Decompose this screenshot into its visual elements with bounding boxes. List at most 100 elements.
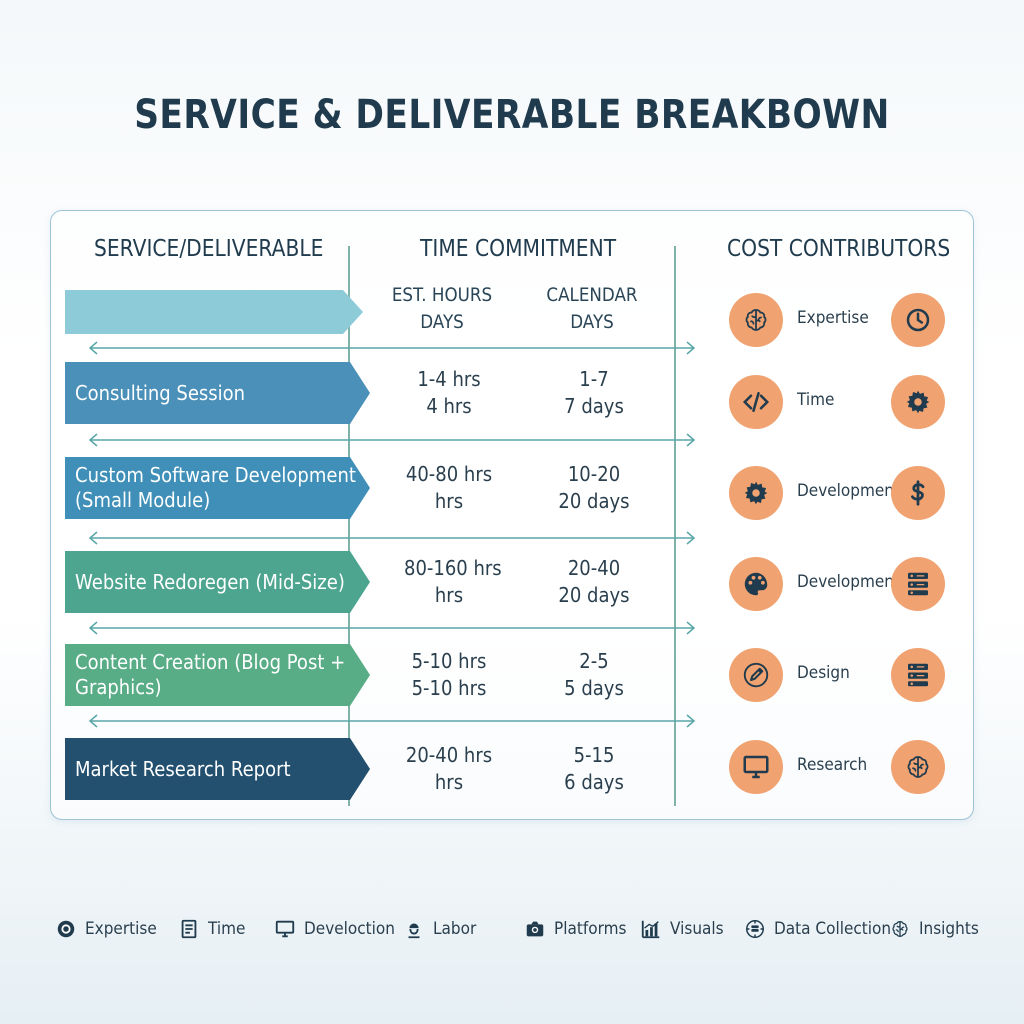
- gear-icon: [729, 466, 783, 520]
- legend-item: Visuals: [640, 918, 730, 940]
- cost-contributor-label: Research: [797, 755, 868, 775]
- service-ribbon: Market Research Report: [65, 738, 370, 800]
- calendar-days-range: 1-7: [579, 367, 609, 391]
- cost-contributor-label: Development: [797, 572, 901, 592]
- clock-icon: [891, 293, 945, 347]
- calendar-days-total: 20 days: [558, 583, 630, 607]
- database-icon: [744, 918, 774, 940]
- row-separator-arrow: [88, 530, 696, 545]
- est-hours-cell: 1-4 hrs 4 hrs: [404, 366, 494, 420]
- calendar-days-range: 2-5: [579, 649, 609, 673]
- service-name-line: Content Creation (Blog Post +: [75, 650, 346, 674]
- legend-label: Visuals: [670, 919, 724, 939]
- legend-item: Expertise: [55, 918, 165, 940]
- row-separator-arrow: [88, 340, 696, 355]
- calendar-days-cell: 2-5 5 days: [558, 648, 630, 702]
- column-divider-time: [674, 246, 676, 806]
- row-separator-arrow: [88, 620, 696, 635]
- est-hours-cell: 80-160 hrs hrs: [404, 555, 502, 609]
- est-hours-range: 80-160 hrs: [404, 556, 502, 580]
- column-divider-service: [348, 246, 350, 806]
- legend-label: Insights: [919, 919, 979, 939]
- server-icon: [891, 557, 945, 611]
- est-hours-range: 5-10 hrs: [411, 649, 487, 673]
- legend-label: Time: [208, 919, 246, 939]
- target-icon: [55, 918, 85, 940]
- est-hours-total: hrs: [434, 489, 464, 513]
- subheader-est-hours: EST. HOURS DAYS: [389, 282, 495, 336]
- document-icon: [178, 918, 208, 940]
- calendar-days-range: 20-40: [567, 556, 621, 580]
- legend-label: Data Collection: [774, 919, 892, 939]
- est-hours-total: hrs: [434, 770, 464, 794]
- est-hours-range: 20-40 hrs: [405, 743, 493, 767]
- subheader-est-hours-line1: EST. HOURS: [391, 284, 493, 306]
- est-hours-cell: 20-40 hrs hrs: [404, 742, 494, 796]
- service-ribbon: Consulting Session: [65, 362, 370, 424]
- calendar-days-cell: 10-20 20 days: [558, 461, 630, 515]
- brain-icon: [729, 293, 783, 347]
- service-ribbon: Custom Software Development (Small Module…: [65, 457, 370, 519]
- calendar-days-total: 7 days: [564, 394, 624, 418]
- est-hours-range: 40-80 hrs: [405, 462, 493, 486]
- calendar-days-total: 5 days: [564, 676, 624, 700]
- subheader-calendar-days: CALENDAR DAYS: [539, 282, 645, 336]
- legend-item: Platforms: [524, 918, 635, 940]
- column-header-time: TIME COMMITMENT: [420, 236, 617, 262]
- legend-item: Data Collection: [744, 918, 904, 940]
- brain-icon: [889, 918, 919, 940]
- calendar-days-cell: 5-15 6 days: [558, 742, 630, 796]
- bar-chart-icon: [640, 918, 670, 940]
- legend-label: Expertise: [85, 919, 157, 939]
- service-ribbon: Website Redoregen (Mid-Size): [65, 551, 370, 613]
- cost-contributor-label: Expertise: [797, 308, 869, 328]
- est-hours-total: 5-10 hrs: [411, 676, 487, 700]
- service-name-line: Market Research Report: [75, 756, 291, 781]
- cost-contributor-label: Development: [797, 481, 901, 501]
- service-ribbon: Content Creation (Blog Post + Graphics): [65, 644, 370, 706]
- monitor-icon: [729, 740, 783, 794]
- gear-icon: [891, 375, 945, 429]
- est-hours-range: 1-4 hrs: [417, 367, 481, 391]
- est-hours-cell: 5-10 hrs 5-10 hrs: [404, 648, 494, 702]
- brain-icon: [891, 740, 945, 794]
- dollar-icon: [891, 466, 945, 520]
- monitor-icon: [274, 918, 304, 940]
- header-ribbon: [65, 290, 363, 334]
- legend-label: Platforms: [554, 919, 627, 939]
- service-name-line: Consulting Session: [75, 380, 246, 405]
- est-hours-cell: 40-80 hrs hrs: [404, 461, 494, 515]
- column-header-service: SERVICE/DELIVERABLE: [94, 236, 324, 262]
- calendar-days-cell: 20-40 20 days: [558, 555, 630, 609]
- calendar-days-total: 20 days: [558, 489, 630, 513]
- cost-contributor-label: Time: [797, 390, 835, 410]
- subheader-calendar-days-line2: DAYS: [570, 311, 614, 333]
- row-separator-arrow: [88, 713, 696, 728]
- cost-contributor-label: Design: [797, 663, 850, 683]
- legend-item: Time: [178, 918, 250, 940]
- service-name-line: (Small Module): [75, 488, 211, 512]
- calendar-days-range: 10-20: [567, 462, 621, 486]
- server-icon: [891, 648, 945, 702]
- pen-icon: [729, 648, 783, 702]
- column-header-cost: COST CONTRIBUTORS: [727, 236, 951, 262]
- service-name-line: Custom Software Development: [75, 463, 356, 487]
- service-name-line: Website Redoregen (Mid-Size): [75, 569, 345, 594]
- palette-icon: [729, 557, 783, 611]
- code-icon: [729, 375, 783, 429]
- calendar-days-range: 5-15: [573, 743, 615, 767]
- legend-label: Labor: [433, 919, 477, 939]
- service-name-line: Graphics): [75, 675, 162, 699]
- subheader-est-hours-line2: DAYS: [420, 311, 464, 333]
- row-separator-arrow: [88, 432, 696, 447]
- legend-item: Develoction: [274, 918, 405, 940]
- est-hours-total: hrs: [434, 583, 464, 607]
- legend-item: Insights: [889, 918, 985, 940]
- calendar-days-total: 6 days: [564, 770, 624, 794]
- est-hours-total: 4 hrs: [426, 394, 472, 418]
- worker-icon: [403, 918, 433, 940]
- calendar-days-cell: 1-7 7 days: [558, 366, 630, 420]
- subheader-calendar-days-line1: CALENDAR: [546, 284, 638, 306]
- camera-icon: [524, 918, 554, 940]
- page-title: SERVICE & DELIVERABLE BREAKBOWN: [134, 92, 890, 138]
